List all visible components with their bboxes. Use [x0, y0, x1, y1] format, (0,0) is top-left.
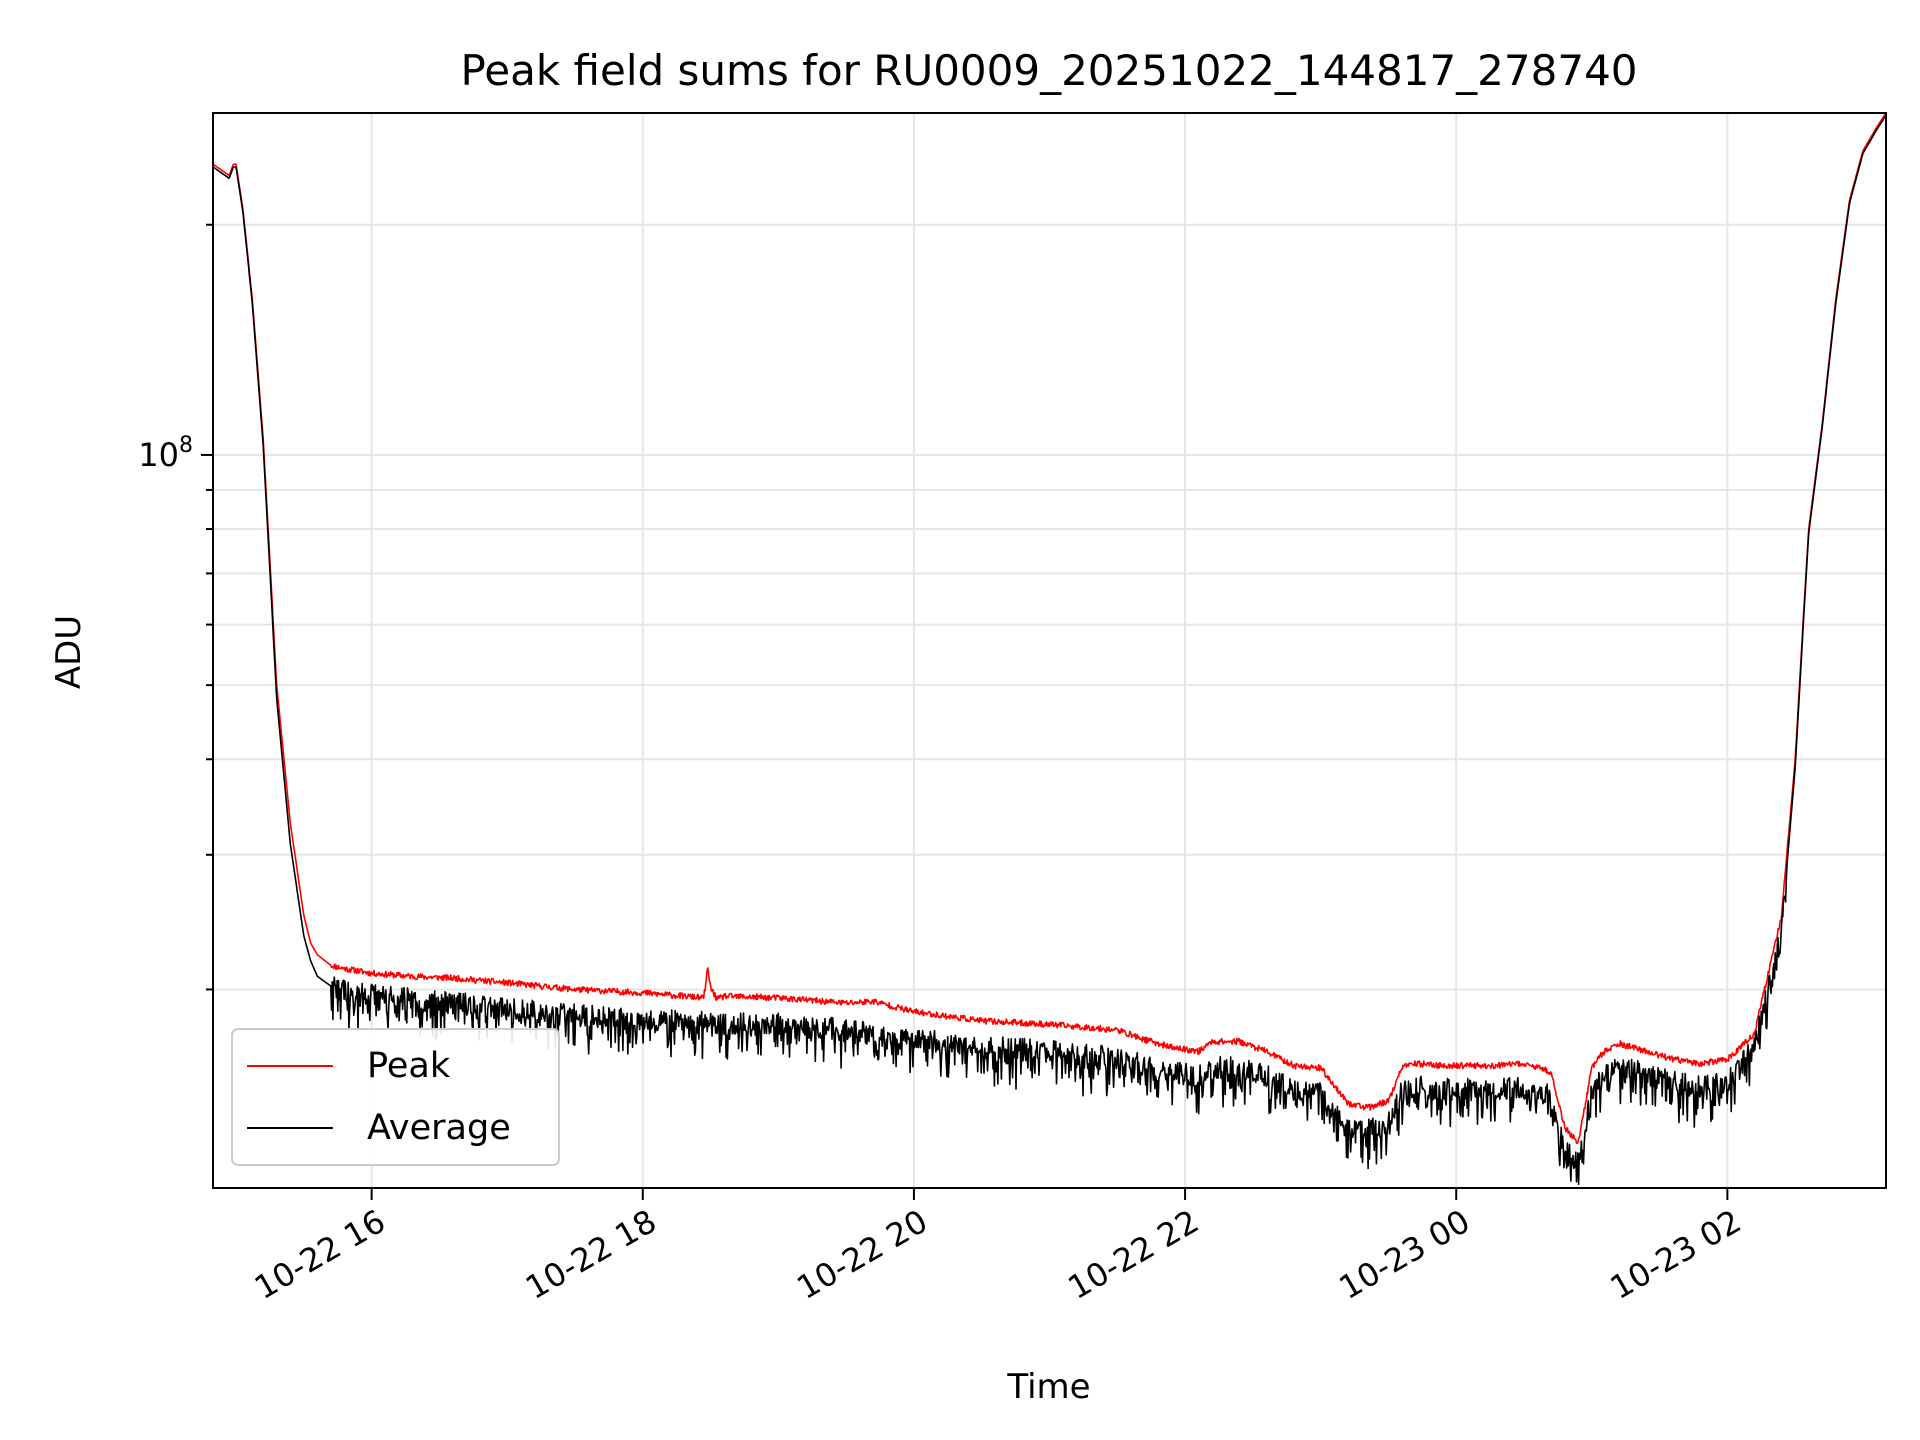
grid [213, 113, 1886, 1188]
x-axis-label: Time [1006, 1367, 1090, 1407]
legend-average-label: Average [367, 1108, 511, 1148]
y-tick-label: 108 [138, 433, 193, 474]
series-line-average [213, 114, 1886, 1185]
y-axis-label: ADU [49, 615, 89, 689]
chart-title: Peak field sums for RU0009_20251022_1448… [460, 46, 1637, 95]
series-line-peak [213, 113, 1886, 1144]
legend: Peak Average [231, 1028, 560, 1166]
legend-box [231, 1028, 560, 1166]
legend-peak-label: Peak [367, 1046, 451, 1086]
plot-frame [212, 112, 1887, 1189]
series-layer [213, 113, 1886, 1185]
